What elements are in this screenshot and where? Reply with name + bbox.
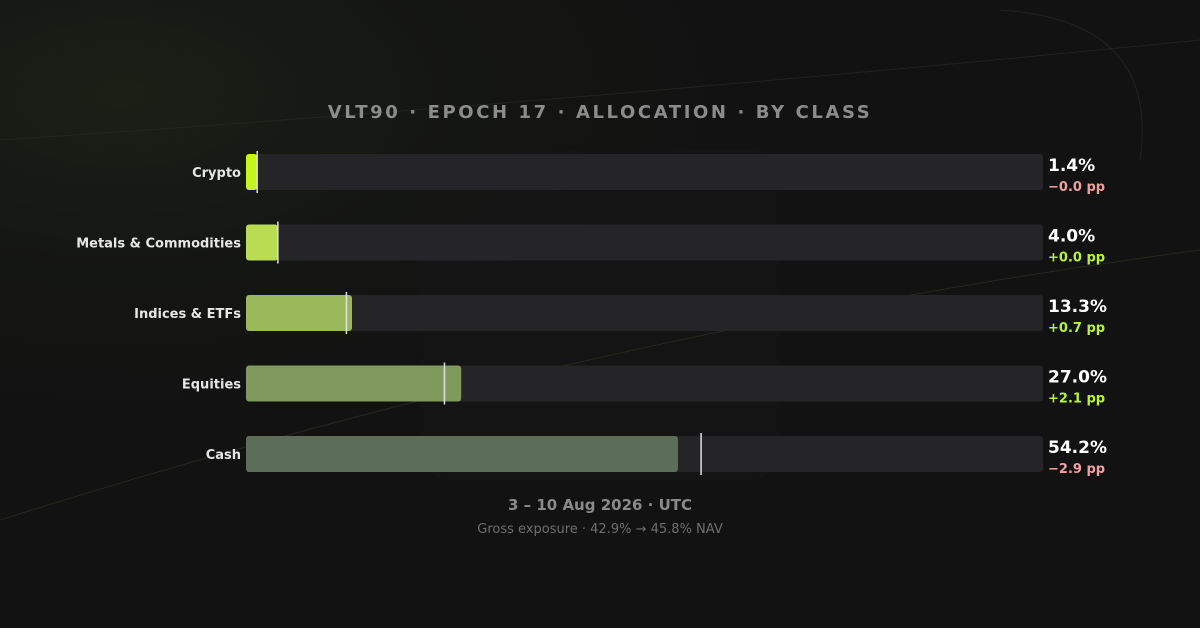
- category-label: Crypto: [192, 166, 241, 181]
- change-label: +2.1 pp: [1048, 392, 1105, 407]
- category-label: Indices & ETFs: [134, 307, 241, 322]
- bar: [246, 154, 258, 190]
- value-label: 54.2%: [1048, 438, 1107, 458]
- category-label: Metals & Commodities: [76, 237, 241, 252]
- value-label: 1.4%: [1048, 156, 1095, 176]
- bar: [246, 436, 678, 472]
- bar: [246, 365, 462, 402]
- change-label: +0.7 pp: [1048, 321, 1105, 336]
- bar: [246, 224, 278, 261]
- bar-track: [246, 154, 1043, 190]
- category-label: Equities: [182, 378, 241, 393]
- value-label: 13.3%: [1048, 297, 1107, 317]
- bar: [246, 295, 353, 331]
- date-range: 3 – 10 Aug 2026 · UTC: [507, 496, 693, 514]
- change-label: +0.0 pp: [1048, 251, 1105, 266]
- change-label: −2.9 pp: [1048, 462, 1105, 477]
- value-label: 27.0%: [1048, 368, 1107, 388]
- change-label: −0.0 pp: [1048, 180, 1105, 195]
- chart-title: VLT90 · EPOCH 17 · ALLOCATION · BY CLASS: [327, 102, 873, 123]
- bar-track: [246, 295, 1043, 331]
- value-label: 4.0%: [1048, 227, 1095, 247]
- bar-track: [246, 224, 1043, 261]
- category-label: Cash: [206, 448, 241, 463]
- gross-exposure: Gross exposure · 42.9% → 45.8% NAV: [477, 522, 723, 537]
